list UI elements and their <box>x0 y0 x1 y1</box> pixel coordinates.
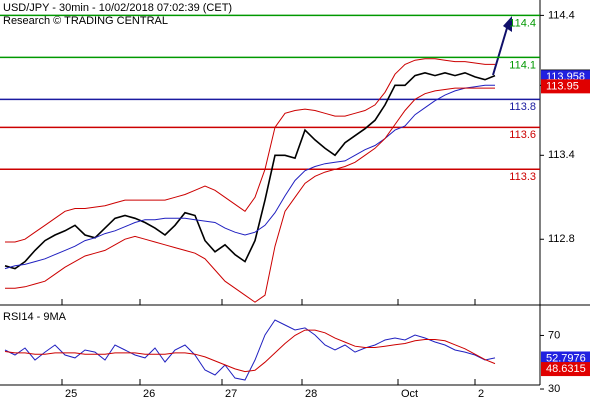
series-line <box>4 84 495 270</box>
x-tick-label: Oct <box>401 388 418 400</box>
forecast-arrowhead <box>503 16 512 32</box>
x-tick-label: 26 <box>143 388 155 400</box>
price-marker-label: 113.95 <box>546 80 579 92</box>
price-marker <box>541 362 590 377</box>
series-line <box>5 58 495 243</box>
level-label: 113.6 <box>509 129 536 141</box>
price-marker <box>541 79 590 94</box>
y-tick-label: 30 <box>548 383 560 395</box>
price-marker-label: 52.7976 <box>546 352 586 364</box>
y-tick-label: 70 <box>548 329 560 341</box>
chart-title: USD/JPY - 30min - 10/02/2018 07:02:39 (C… <box>3 2 232 14</box>
level-label: 113.3 <box>509 171 536 183</box>
x-tick-label: 27 <box>225 388 237 400</box>
level-label: 114.4 <box>509 17 536 29</box>
x-tick-label: 2 <box>478 388 484 400</box>
price-marker <box>541 351 590 366</box>
y-tick-label: 114.4 <box>548 9 575 21</box>
price-marker-label: 48.6315 <box>546 363 586 375</box>
series-line <box>4 71 496 270</box>
chart-subtitle: Research © TRADING CENTRAL <box>3 15 168 27</box>
level-label: 114.1 <box>509 59 536 71</box>
x-tick-label: 28 <box>305 388 317 400</box>
forecast-arrow <box>492 27 508 76</box>
series-line <box>4 329 496 373</box>
series-line <box>5 87 495 303</box>
y-tick-label: 113.4 <box>548 149 575 161</box>
series-line <box>4 319 496 381</box>
y-tick-label: 112.8 <box>548 233 575 245</box>
level-label: 113.8 <box>509 101 536 113</box>
rsi-title: RSI14 - 9MA <box>3 311 67 323</box>
x-tick-label: 25 <box>65 388 77 400</box>
